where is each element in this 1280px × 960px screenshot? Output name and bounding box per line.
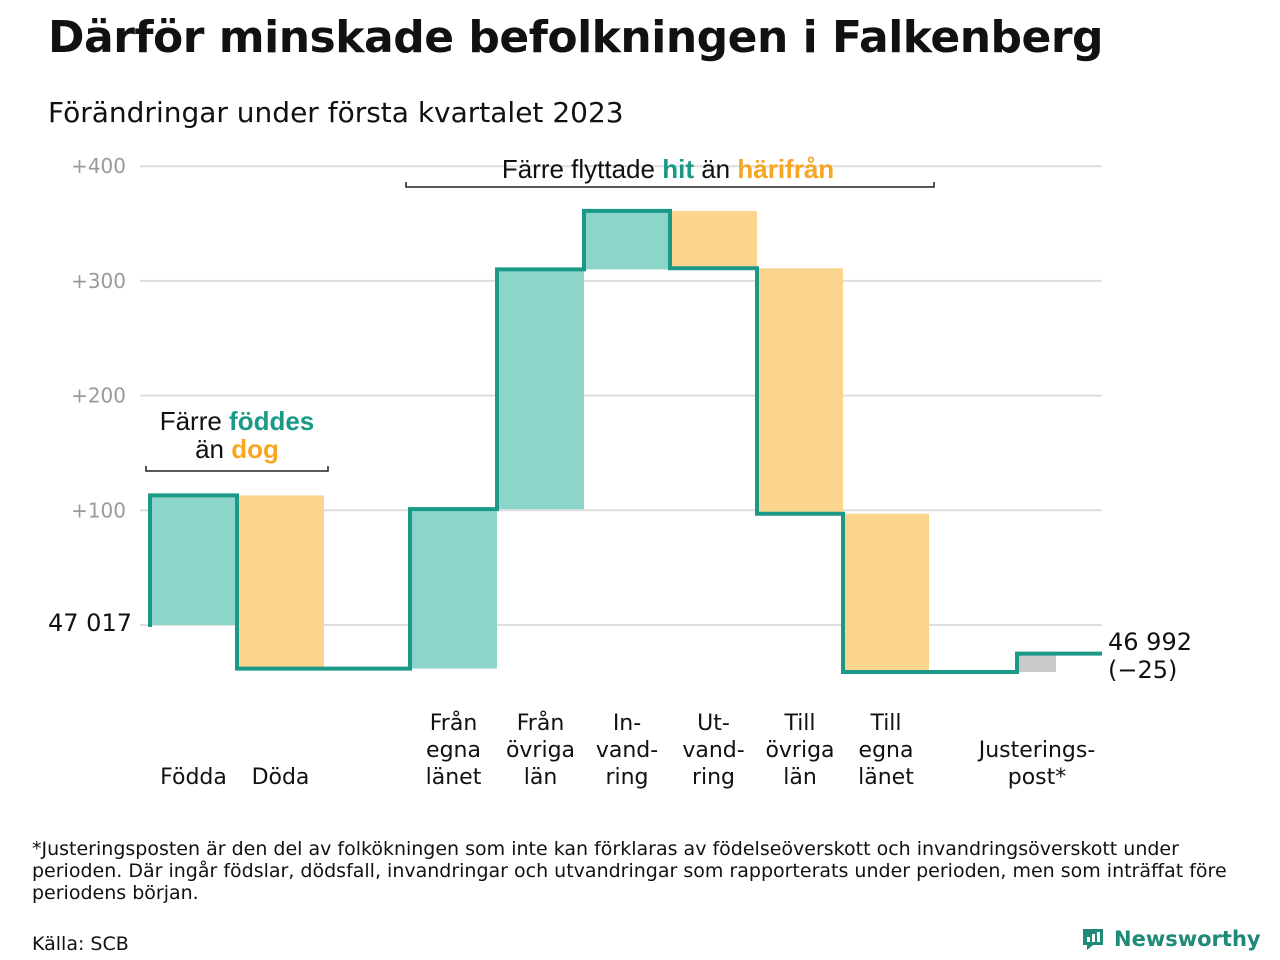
category-label: län: [783, 765, 817, 790]
category-label: Till: [783, 711, 815, 736]
annotation-fragment: härifrån: [737, 154, 834, 184]
bar-från-egna-länet: [410, 509, 497, 669]
bar-födda: [150, 495, 237, 625]
chart-title: Därför minskade befolkningen i Falkenber…: [48, 12, 1104, 63]
footnote: *Justeringsposten är den del av folkökni…: [32, 838, 1227, 904]
bars: [150, 210, 1056, 673]
bar-från-övriga-län: [497, 269, 584, 510]
annotation-fragment: dog: [231, 434, 279, 464]
category-label: Justerings-: [977, 738, 1096, 763]
bar-till-övriga-län: [757, 268, 843, 514]
category-label: Från: [430, 710, 478, 736]
category-labels: Födda DödaFrånegnalänetFrånövrigalänIn-va…: [160, 710, 1095, 790]
annotation-fragment: föddes: [229, 406, 314, 436]
step-line: [148, 208, 1102, 675]
category-label: län: [524, 765, 558, 790]
y-tick-label: +100: [71, 498, 126, 522]
category-label: Från: [517, 710, 565, 736]
end-value-label: 46 992: [1108, 628, 1192, 656]
category-label: vand-: [682, 738, 744, 763]
start-value-label: 47 017: [48, 609, 132, 637]
category-label: Födda: [160, 765, 227, 790]
end-labels: 47 017 46 992(−25): [48, 609, 1192, 684]
y-tick-label: +300: [71, 269, 126, 293]
annotation-fragment: hit: [662, 154, 694, 184]
annotation-text: Färre flyttade hit än härifrån: [502, 154, 834, 184]
annotation-text: än dog: [195, 434, 279, 464]
source-text: Källa: SCB: [32, 933, 129, 955]
chart-subtitle: Förändringar under första kvartalet 2023: [48, 96, 624, 129]
y-tick-label: +200: [71, 384, 126, 408]
category-label: egna: [859, 738, 914, 763]
category-label: Till: [869, 711, 901, 736]
category-label: länet: [858, 765, 914, 790]
category-label: övriga: [506, 738, 575, 763]
bar-döda: [237, 495, 324, 669]
category-label: ring: [605, 765, 648, 790]
annotation-text: Färre föddes: [160, 406, 315, 436]
y-tick-label: +400: [71, 154, 126, 178]
annotation-bracket: [145, 466, 329, 472]
annotation-fragment: Färre: [160, 406, 229, 436]
bar-justeringspost: [1017, 653, 1056, 673]
category-label: Ut-: [697, 711, 730, 736]
brand-name: Newsworthy: [1114, 927, 1261, 951]
category-label: In-: [613, 711, 641, 736]
annotation-fragment: Färre flyttade: [502, 154, 662, 184]
category-label: vand-: [596, 738, 658, 763]
y-tick-labels: +100 +200 +300 +400: [71, 154, 126, 522]
bar-invandring: [584, 210, 670, 270]
category-label: Döda: [252, 765, 310, 790]
cumulative-step-line: [148, 208, 1102, 675]
category-label: länet: [426, 765, 482, 790]
category-label: övriga: [765, 738, 834, 763]
newsworthy-icon: [1083, 929, 1103, 950]
annotation-fragment: än: [694, 154, 737, 184]
annotation-fragment: än: [195, 434, 231, 464]
bar-utvandring: [670, 210, 757, 269]
net-change-label: (−25): [1108, 656, 1177, 684]
category-label: ring: [692, 765, 735, 790]
bar-till-egna-länet: [843, 513, 929, 673]
brand-logo: Newsworthy: [1080, 926, 1261, 952]
category-label: egna: [426, 738, 481, 763]
category-label: post*: [1008, 765, 1067, 790]
annotation-bracket: [405, 182, 935, 188]
waterfall-chart: +100+200+300+400 Födda DödaFrånegnalänetF…: [48, 154, 1192, 790]
